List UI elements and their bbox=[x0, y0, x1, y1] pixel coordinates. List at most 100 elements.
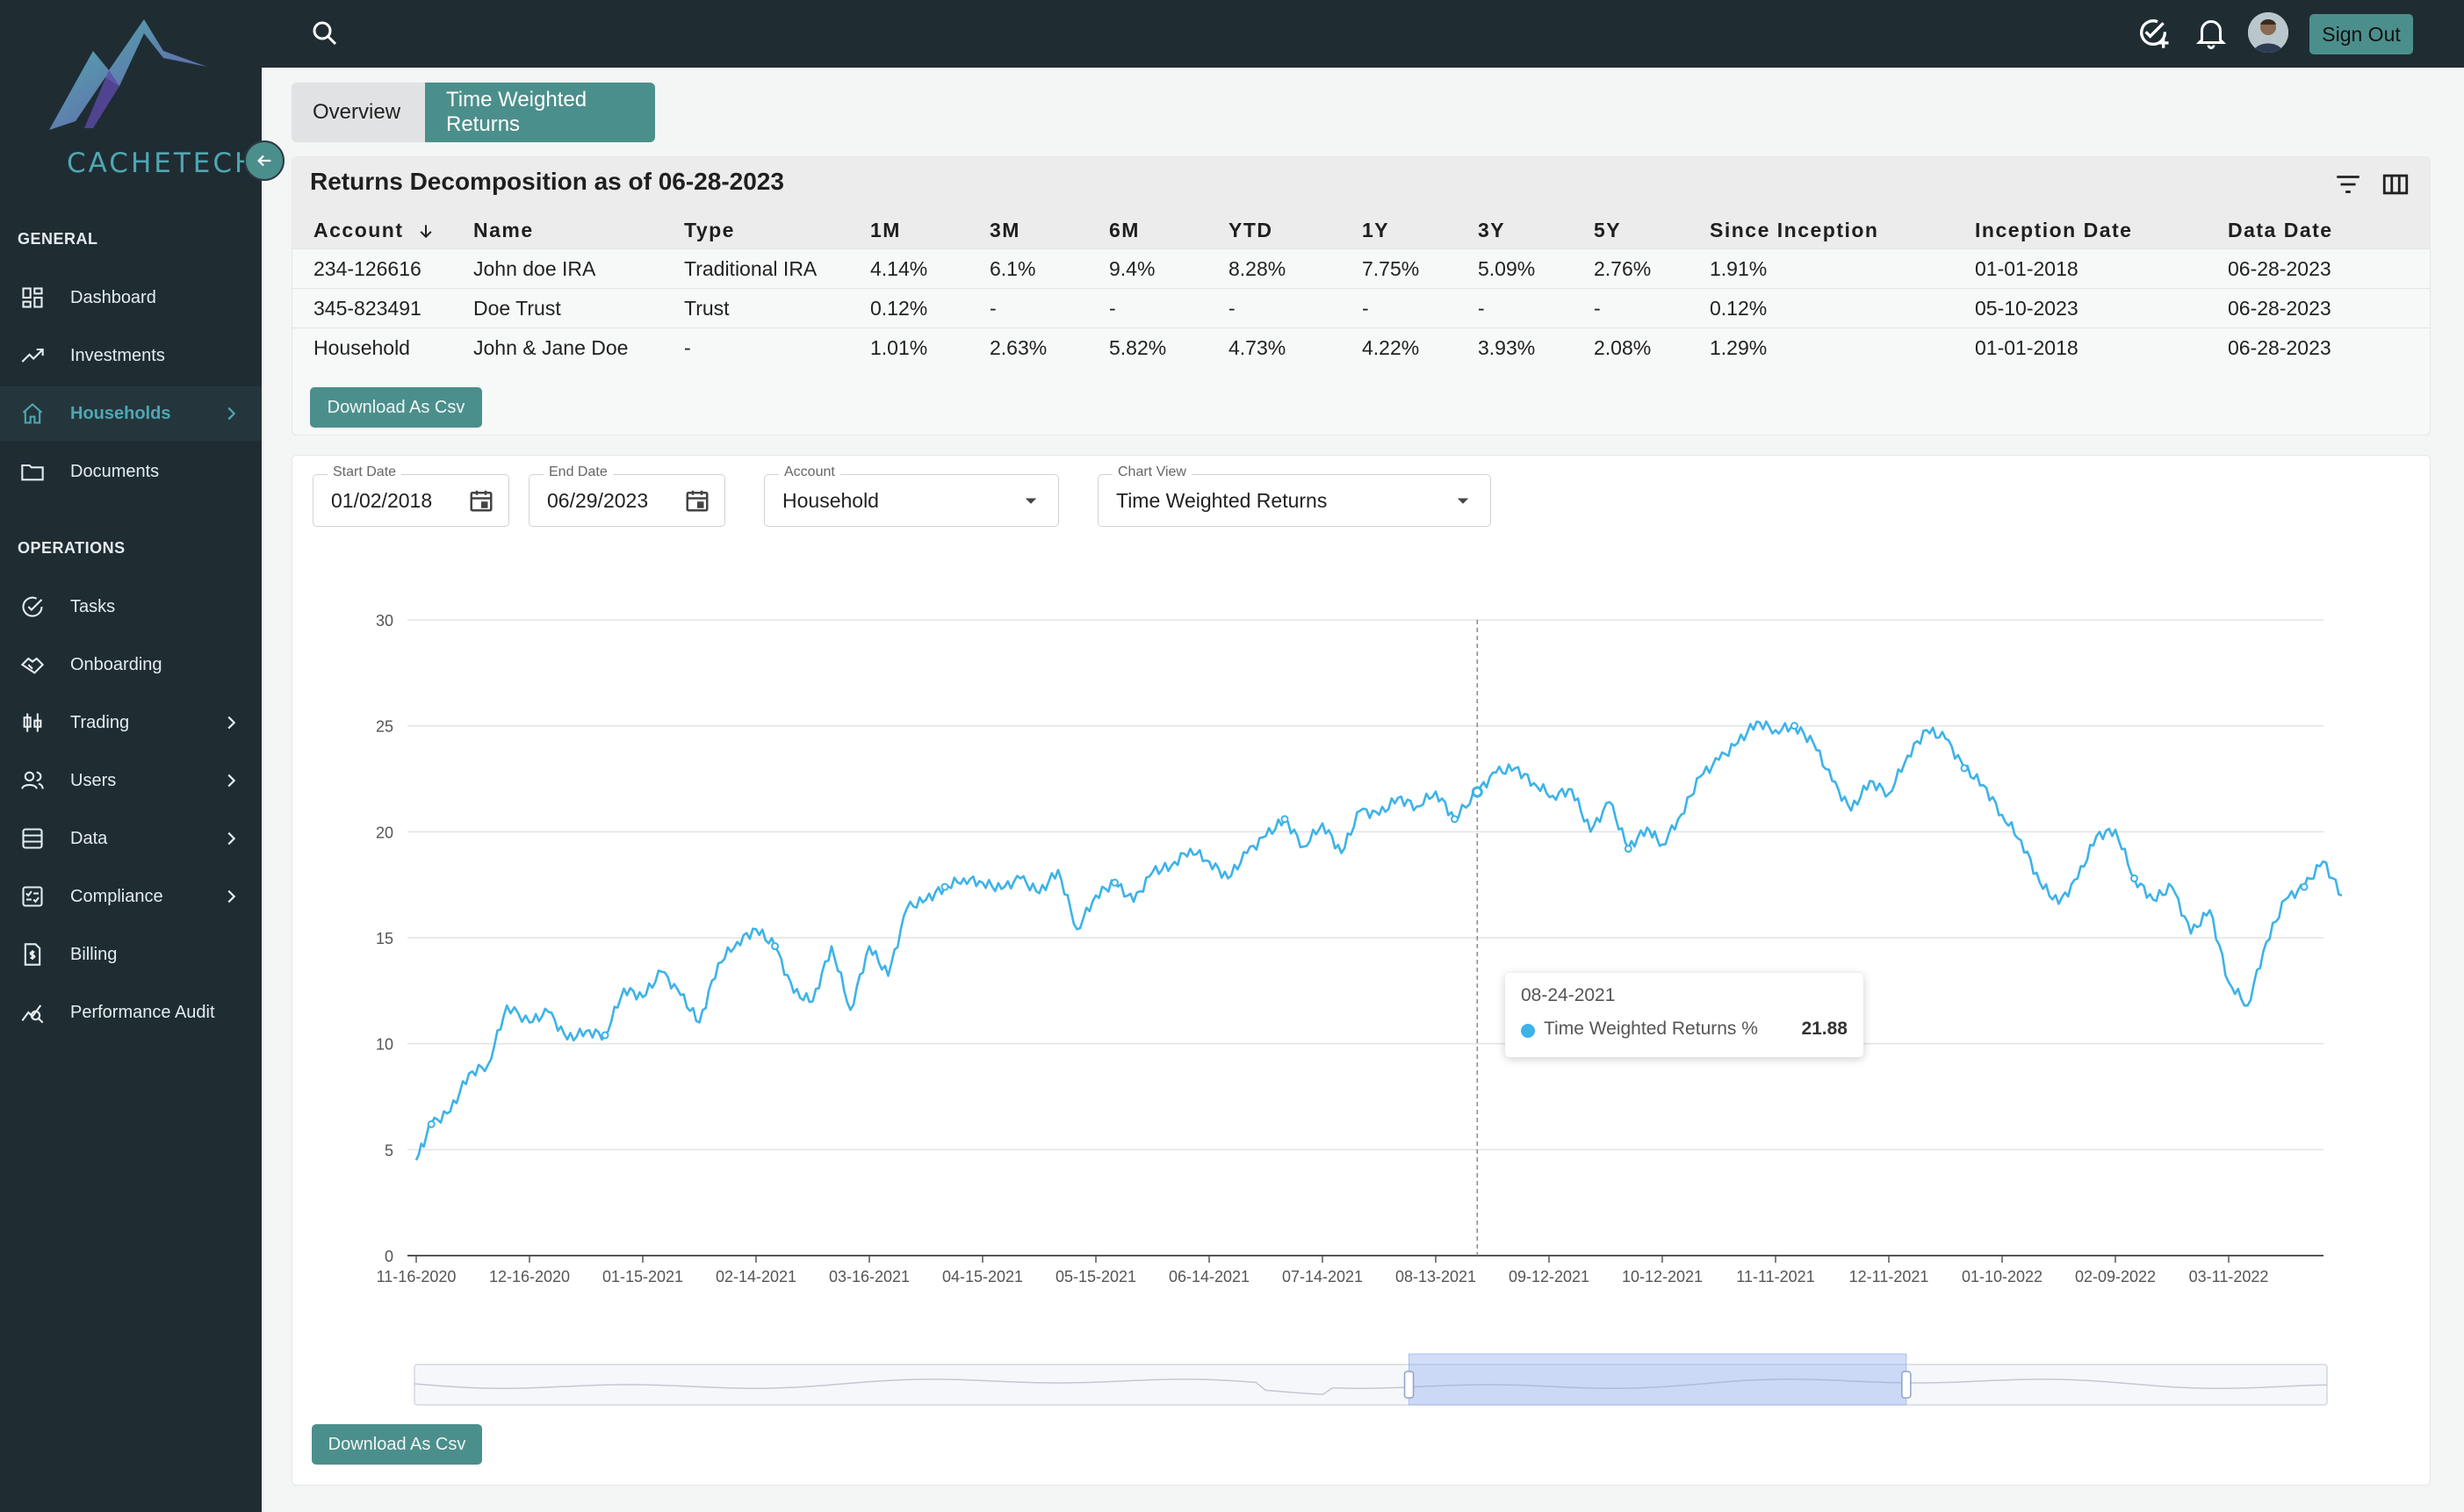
column-header-since-inception[interactable]: Since Inception bbox=[1710, 218, 1879, 241]
sidebar-item-label: Trading bbox=[70, 712, 130, 732]
column-header-5y[interactable]: 5Y bbox=[1594, 218, 1622, 241]
cell-name: John & Jane Doe bbox=[473, 328, 684, 367]
sign-out-button[interactable]: Sign Out bbox=[2309, 14, 2413, 54]
cell-6m: - bbox=[1109, 288, 1228, 328]
calendar-icon[interactable] bbox=[684, 487, 710, 514]
chevron-right-icon bbox=[221, 887, 241, 906]
column-header-data-date[interactable]: Data Date bbox=[2228, 218, 2333, 241]
sidebar-item-dashboard[interactable]: Dashboard bbox=[0, 270, 262, 325]
column-header-ytd[interactable]: YTD bbox=[1228, 218, 1273, 241]
sort-down-icon[interactable] bbox=[417, 222, 435, 240]
sidebar-item-label: Investments bbox=[70, 345, 165, 365]
sidebar-item-users[interactable]: Users bbox=[0, 753, 262, 808]
sidebar-item-label: Data bbox=[70, 828, 108, 848]
column-header-1y[interactable]: 1Y bbox=[1362, 218, 1390, 241]
sidebar-item-compliance[interactable]: Compliance bbox=[0, 869, 262, 924]
cell-1m: 4.14% bbox=[870, 248, 990, 289]
tooltip-series-name: Time Weighted Returns % bbox=[1544, 1019, 1758, 1039]
series-color-dot bbox=[1521, 1024, 1535, 1038]
end-date-field[interactable]: End Date 06/29/2023 bbox=[529, 464, 725, 527]
column-header-1m[interactable]: 1M bbox=[870, 218, 901, 241]
sidebar-item-onboarding[interactable]: Onboarding bbox=[0, 637, 262, 692]
cell-1y: 7.75% bbox=[1362, 248, 1478, 289]
dropdown-arrow-icon bbox=[1457, 498, 1469, 504]
sidebar-item-label: Compliance bbox=[70, 886, 163, 906]
column-header-name[interactable]: Name bbox=[473, 218, 534, 241]
sidebar-item-investments[interactable]: Investments bbox=[0, 328, 262, 383]
download-csv-button[interactable]: Download As Csv bbox=[310, 387, 482, 428]
account-select[interactable]: Account Household bbox=[764, 464, 1059, 527]
column-header-3y[interactable]: 3Y bbox=[1478, 218, 1506, 241]
cell-data-date: 06-28-2023 bbox=[2228, 248, 2430, 289]
collapse-sidebar-button[interactable] bbox=[244, 140, 285, 181]
table-row[interactable]: Household John & Jane Doe - 1.01% 2.63% … bbox=[292, 328, 2430, 367]
cell-type: Trust bbox=[684, 288, 870, 328]
users-icon bbox=[19, 767, 46, 794]
sidebar-item-billing[interactable]: Billing bbox=[0, 927, 262, 982]
cell-data-date: 06-28-2023 bbox=[2228, 288, 2430, 328]
cell-3m: 6.1% bbox=[990, 248, 1109, 289]
column-header-type[interactable]: Type bbox=[684, 218, 735, 241]
sidebar-item-documents[interactable]: Documents bbox=[0, 444, 262, 499]
chart-card bbox=[292, 455, 2431, 1486]
top-bar bbox=[262, 0, 2464, 68]
checklist-icon bbox=[19, 883, 46, 910]
tab-time-weighted-returns[interactable]: Time Weighted Returns bbox=[425, 83, 655, 142]
cell-name: John doe IRA bbox=[473, 248, 684, 289]
chevron-right-icon bbox=[221, 713, 241, 732]
avatar[interactable] bbox=[2248, 12, 2288, 53]
cell-5y: 2.08% bbox=[1594, 328, 1710, 367]
sidebar-item-trading[interactable]: Trading bbox=[0, 695, 262, 750]
cell-inception-date: 01-01-2018 bbox=[1975, 248, 2228, 289]
calendar-icon[interactable] bbox=[468, 487, 494, 514]
cell-1y: 4.22% bbox=[1362, 328, 1478, 367]
cell-type: Traditional IRA bbox=[684, 248, 870, 289]
tooltip-date: 08-24-2021 bbox=[1521, 985, 1616, 1005]
sidebar-item-households[interactable]: Households bbox=[0, 386, 262, 441]
section-title-general: GENERAL bbox=[18, 230, 98, 248]
tooltip-value: 21.88 bbox=[1801, 1019, 1848, 1039]
cell-account: Household bbox=[292, 328, 473, 367]
column-header-inception-date[interactable]: Inception Date bbox=[1975, 218, 2133, 241]
search-icon[interactable] bbox=[309, 18, 341, 49]
columns-icon[interactable] bbox=[2381, 169, 2410, 199]
dashboard-icon bbox=[19, 284, 46, 311]
column-header-6m[interactable]: 6M bbox=[1109, 218, 1140, 241]
cell-5y: - bbox=[1594, 288, 1710, 328]
table-header-row: Account Name Type 1M 3M 6M YTD 1Y 3Y 5Y … bbox=[292, 212, 2430, 249]
cell-account: 234-126616 bbox=[292, 248, 473, 289]
table-row[interactable]: 234-126616 John doe IRA Traditional IRA … bbox=[292, 248, 2430, 289]
cell-1m: 1.01% bbox=[870, 328, 990, 367]
arrow-left-icon bbox=[257, 155, 271, 167]
cell-3m: 2.63% bbox=[990, 328, 1109, 367]
add-task-icon[interactable] bbox=[2136, 16, 2171, 51]
chart-download-csv-button[interactable]: Download As Csv bbox=[312, 1424, 482, 1465]
handshake-icon bbox=[19, 652, 46, 678]
filter-icon[interactable] bbox=[2333, 169, 2363, 199]
cachetech-logo[interactable]: CACHETECH bbox=[32, 16, 255, 179]
chevron-right-icon bbox=[221, 404, 241, 423]
folder-icon bbox=[19, 458, 46, 485]
end-date-label: End Date bbox=[544, 464, 613, 480]
account-label: Account bbox=[779, 464, 840, 480]
table-row[interactable]: 345-823491 Doe Trust Trust 0.12% - - - -… bbox=[292, 288, 2430, 328]
notification-bell-icon[interactable] bbox=[2195, 16, 2227, 51]
chart-view-select[interactable]: Chart View Time Weighted Returns bbox=[1098, 464, 1491, 527]
sidebar-item-data[interactable]: Data bbox=[0, 811, 262, 866]
column-header-account[interactable]: Account bbox=[292, 212, 473, 249]
sidebar-item-label: Users bbox=[70, 770, 117, 790]
sidebar-item-performance-audit[interactable]: Performance Audit bbox=[0, 985, 262, 1040]
brand-name: CACHETECH bbox=[67, 148, 258, 179]
start-date-field[interactable]: Start Date 01/02/2018 bbox=[313, 464, 509, 527]
returns-decomposition-card: Returns Decomposition as of 06-28-2023 A… bbox=[292, 156, 2431, 436]
tab-overview[interactable]: Overview bbox=[292, 83, 425, 142]
cell-3m: - bbox=[990, 288, 1109, 328]
cell-data-date: 06-28-2023 bbox=[2228, 328, 2430, 367]
column-header-3m[interactable]: 3M bbox=[990, 218, 1020, 241]
cell-ytd: 4.73% bbox=[1228, 328, 1362, 367]
sidebar-item-label: Documents bbox=[70, 461, 160, 481]
dropdown-arrow-icon bbox=[1025, 498, 1037, 504]
sidebar-item-tasks[interactable]: Tasks bbox=[0, 580, 262, 634]
start-date-value: 01/02/2018 bbox=[331, 489, 433, 512]
cell-ytd: - bbox=[1228, 288, 1362, 328]
